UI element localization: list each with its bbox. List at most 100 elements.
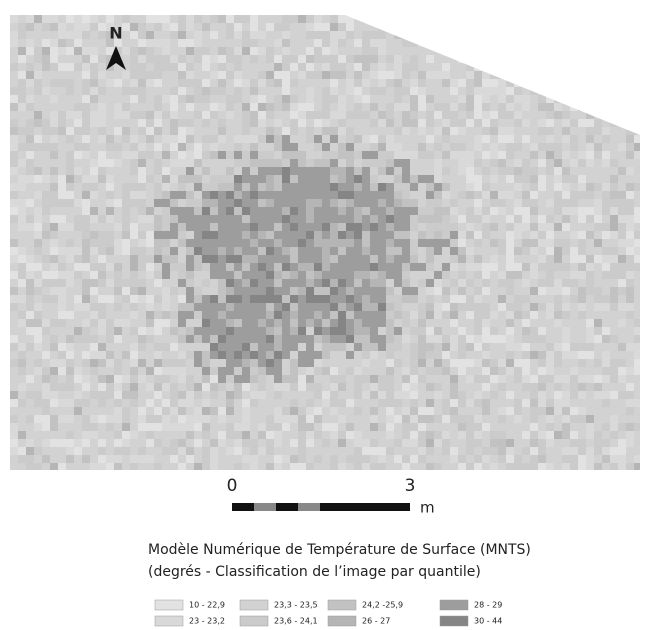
raster-cell <box>626 47 634 55</box>
raster-cell <box>58 159 66 167</box>
raster-cell <box>394 263 402 271</box>
raster-cell <box>434 103 442 111</box>
raster-cell <box>610 39 618 47</box>
raster-cell <box>250 23 258 31</box>
raster-cell <box>386 63 394 71</box>
raster-cell <box>74 463 82 470</box>
raster-cell <box>386 55 394 63</box>
raster-cell <box>602 47 610 55</box>
raster-cell <box>498 175 506 183</box>
raster-cell <box>474 439 482 447</box>
raster-cell <box>74 183 82 191</box>
raster-cell <box>434 191 442 199</box>
raster-cell <box>466 367 474 375</box>
raster-cell <box>602 183 610 191</box>
raster-cell <box>266 207 274 215</box>
raster-cell <box>82 247 90 255</box>
raster-cell <box>178 79 186 87</box>
raster-cell <box>338 407 346 415</box>
raster-cell <box>314 127 322 135</box>
raster-cell <box>130 359 138 367</box>
raster-cell <box>298 119 306 127</box>
raster-cell <box>346 79 354 87</box>
raster-cell <box>354 247 362 255</box>
raster-cell <box>234 391 242 399</box>
raster-cell <box>18 55 26 63</box>
raster-cell <box>402 423 410 431</box>
raster-cell <box>266 95 274 103</box>
raster-cell <box>554 127 562 135</box>
raster-cell <box>330 223 338 231</box>
raster-cell <box>458 47 466 55</box>
raster-cell <box>130 191 138 199</box>
raster-cell <box>434 423 442 431</box>
raster-cell <box>322 167 330 175</box>
raster-cell <box>434 247 442 255</box>
raster-cell <box>546 351 554 359</box>
raster-cell <box>546 167 554 175</box>
raster-cell <box>122 143 130 151</box>
raster-cell <box>378 263 386 271</box>
raster-cell <box>482 151 490 159</box>
raster-cell <box>530 351 538 359</box>
raster-cell <box>442 151 450 159</box>
raster-cell <box>602 71 610 79</box>
raster-cell <box>370 399 378 407</box>
raster-cell <box>98 351 106 359</box>
raster-cell <box>530 319 538 327</box>
raster-cell <box>602 111 610 119</box>
raster-cell <box>210 223 218 231</box>
raster-cell <box>474 39 482 47</box>
raster-cell <box>410 463 418 470</box>
raster-cell <box>394 431 402 439</box>
raster-cell <box>378 135 386 143</box>
raster-cell <box>434 351 442 359</box>
raster-cell <box>178 183 186 191</box>
raster-cell <box>410 191 418 199</box>
raster-cell <box>618 463 626 470</box>
raster-cell <box>90 55 98 63</box>
raster-cell <box>626 263 634 271</box>
raster-cell <box>506 311 514 319</box>
raster-cell <box>186 335 194 343</box>
raster-cell <box>362 375 370 383</box>
raster-cell <box>98 71 106 79</box>
raster-cell <box>298 415 306 423</box>
raster-cell <box>546 71 554 79</box>
raster-cell <box>34 71 42 79</box>
raster-cell <box>618 367 626 375</box>
raster-cell <box>194 439 202 447</box>
raster-cell <box>146 295 154 303</box>
raster-cell <box>114 399 122 407</box>
raster-cell <box>250 151 258 159</box>
raster-cell <box>74 295 82 303</box>
raster-cell <box>162 191 170 199</box>
raster-cell <box>26 87 34 95</box>
raster-cell <box>290 399 298 407</box>
raster-cell <box>226 111 234 119</box>
raster-cell <box>234 111 242 119</box>
raster-cell <box>362 439 370 447</box>
raster-cell <box>586 391 594 399</box>
raster-cell <box>394 439 402 447</box>
raster-cell <box>354 47 362 55</box>
raster-cell <box>282 327 290 335</box>
raster-cell <box>578 231 586 239</box>
raster-cell <box>562 367 570 375</box>
raster-cell <box>562 343 570 351</box>
raster-cell <box>42 111 50 119</box>
raster-cell <box>594 231 602 239</box>
raster-cell <box>50 207 58 215</box>
raster-cell <box>66 47 74 55</box>
raster-cell <box>546 175 554 183</box>
raster-cell <box>634 255 640 263</box>
raster-cell <box>538 151 546 159</box>
raster-cell <box>410 239 418 247</box>
raster-cell <box>226 47 234 55</box>
raster-cell <box>634 295 640 303</box>
raster-cell <box>554 351 562 359</box>
raster-cell <box>330 327 338 335</box>
raster-cell <box>362 279 370 287</box>
raster-cell <box>122 319 130 327</box>
raster-cell <box>370 175 378 183</box>
